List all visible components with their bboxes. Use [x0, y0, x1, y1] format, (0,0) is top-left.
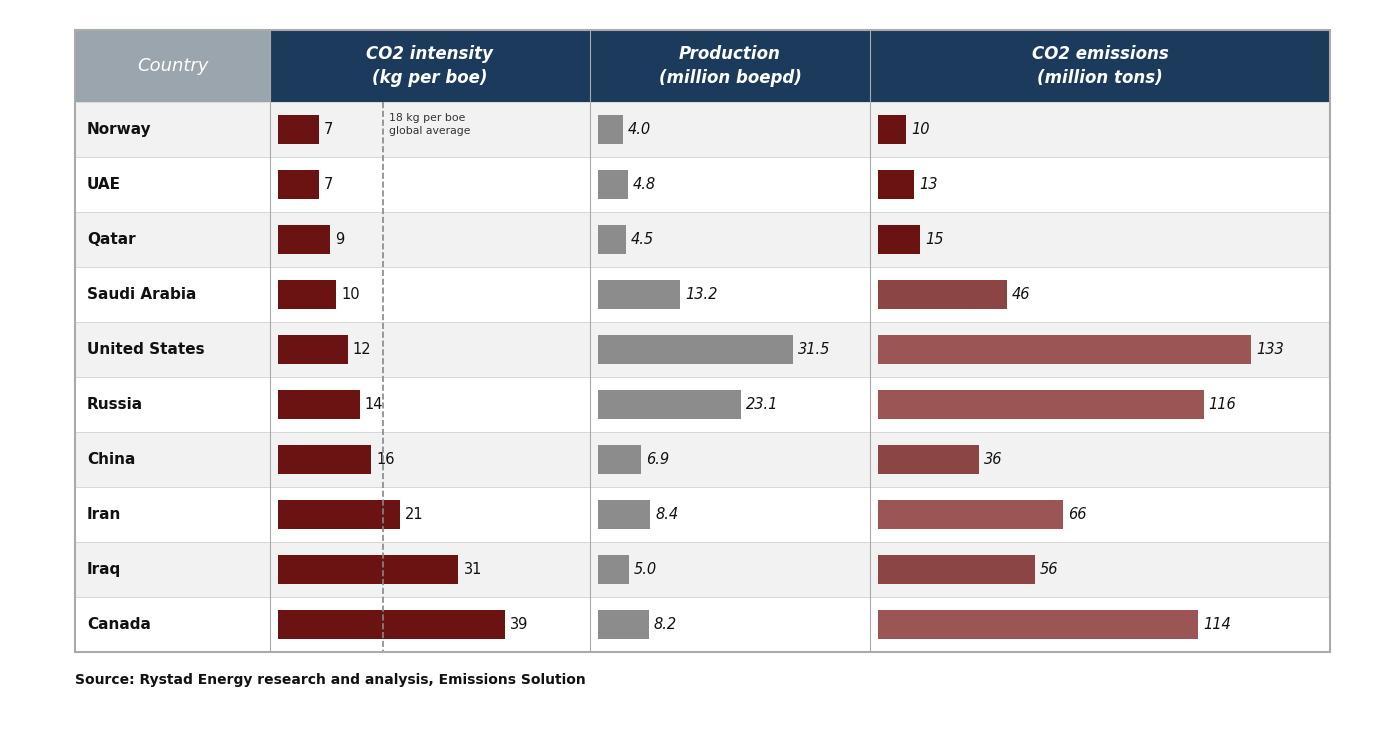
- Bar: [75, 322, 1330, 377]
- Bar: [878, 445, 979, 474]
- Text: Source: Rystad Energy research and analysis, Emissions Solution: Source: Rystad Energy research and analy…: [75, 673, 586, 687]
- Text: 10: 10: [911, 122, 929, 137]
- Bar: [271, 30, 590, 102]
- Text: 114: 114: [1203, 617, 1230, 632]
- Text: Country: Country: [137, 57, 209, 75]
- Bar: [75, 157, 1330, 212]
- Text: Saudi Arabia: Saudi Arabia: [87, 287, 196, 302]
- Text: 18 kg per boe
global average: 18 kg per boe global average: [389, 113, 471, 136]
- Bar: [75, 597, 1330, 652]
- Bar: [598, 500, 650, 529]
- Text: 56: 56: [1040, 562, 1059, 577]
- Text: 36: 36: [985, 452, 1003, 467]
- Text: 16: 16: [376, 452, 395, 467]
- Bar: [598, 280, 679, 309]
- Text: 39: 39: [510, 617, 529, 632]
- Text: Canada: Canada: [87, 617, 151, 632]
- Text: 13.2: 13.2: [685, 287, 717, 302]
- Bar: [878, 170, 914, 199]
- Text: 8.4: 8.4: [655, 507, 678, 522]
- Text: 8.2: 8.2: [653, 617, 677, 632]
- Text: 9: 9: [336, 232, 345, 247]
- Text: 10: 10: [341, 287, 360, 302]
- Text: 31.5: 31.5: [798, 342, 831, 357]
- Bar: [75, 30, 1330, 652]
- Bar: [598, 555, 628, 584]
- Text: 31: 31: [464, 562, 482, 577]
- Text: Russia: Russia: [87, 397, 144, 412]
- Text: 116: 116: [1208, 397, 1236, 412]
- Text: 4.5: 4.5: [631, 232, 655, 247]
- Bar: [878, 280, 1007, 309]
- Bar: [878, 225, 920, 253]
- Text: 4.8: 4.8: [632, 177, 656, 192]
- Text: 133: 133: [1257, 342, 1284, 357]
- Text: 4.0: 4.0: [628, 122, 650, 137]
- Bar: [278, 115, 319, 144]
- Bar: [75, 212, 1330, 267]
- Bar: [278, 390, 359, 419]
- Text: 23.1: 23.1: [746, 397, 779, 412]
- Bar: [75, 102, 1330, 157]
- Bar: [598, 225, 626, 253]
- Text: Norway: Norway: [87, 122, 152, 137]
- Bar: [75, 432, 1330, 487]
- Text: China: China: [87, 452, 135, 467]
- Text: 46: 46: [1012, 287, 1030, 302]
- Bar: [878, 610, 1197, 638]
- Text: UAE: UAE: [87, 177, 122, 192]
- Bar: [278, 280, 336, 309]
- Bar: [870, 30, 1330, 102]
- Bar: [598, 170, 628, 199]
- Text: 13: 13: [920, 177, 938, 192]
- Bar: [278, 445, 371, 474]
- Bar: [75, 542, 1330, 597]
- Bar: [878, 115, 906, 144]
- Bar: [878, 390, 1204, 419]
- Text: 6.9: 6.9: [646, 452, 668, 467]
- Bar: [878, 336, 1251, 364]
- Bar: [278, 500, 400, 529]
- Bar: [278, 336, 348, 364]
- Text: Iran: Iran: [87, 507, 122, 522]
- Text: CO2 intensity
(kg per boe): CO2 intensity (kg per boe): [366, 45, 493, 86]
- Text: 15: 15: [925, 232, 943, 247]
- Text: 21: 21: [405, 507, 424, 522]
- Bar: [75, 487, 1330, 542]
- Bar: [278, 610, 505, 638]
- Bar: [278, 225, 330, 253]
- Bar: [590, 30, 870, 102]
- Bar: [598, 445, 641, 474]
- Bar: [278, 170, 319, 199]
- Bar: [75, 267, 1330, 322]
- Text: 14: 14: [365, 397, 383, 412]
- Text: 7: 7: [323, 177, 333, 192]
- Text: Qatar: Qatar: [87, 232, 135, 247]
- Bar: [75, 30, 271, 102]
- Bar: [598, 336, 793, 364]
- Text: 12: 12: [354, 342, 371, 357]
- Bar: [878, 555, 1036, 584]
- Text: CO2 emissions
(million tons): CO2 emissions (million tons): [1032, 45, 1168, 86]
- Bar: [75, 377, 1330, 432]
- Bar: [278, 555, 458, 584]
- Text: Iraq: Iraq: [87, 562, 122, 577]
- Bar: [598, 390, 742, 419]
- Text: 7: 7: [323, 122, 333, 137]
- Text: Production
(million boepd): Production (million boepd): [659, 45, 801, 86]
- Bar: [878, 500, 1063, 529]
- Text: 5.0: 5.0: [634, 562, 657, 577]
- Bar: [598, 115, 623, 144]
- Bar: [598, 610, 649, 638]
- Text: United States: United States: [87, 342, 204, 357]
- Text: 66: 66: [1069, 507, 1087, 522]
